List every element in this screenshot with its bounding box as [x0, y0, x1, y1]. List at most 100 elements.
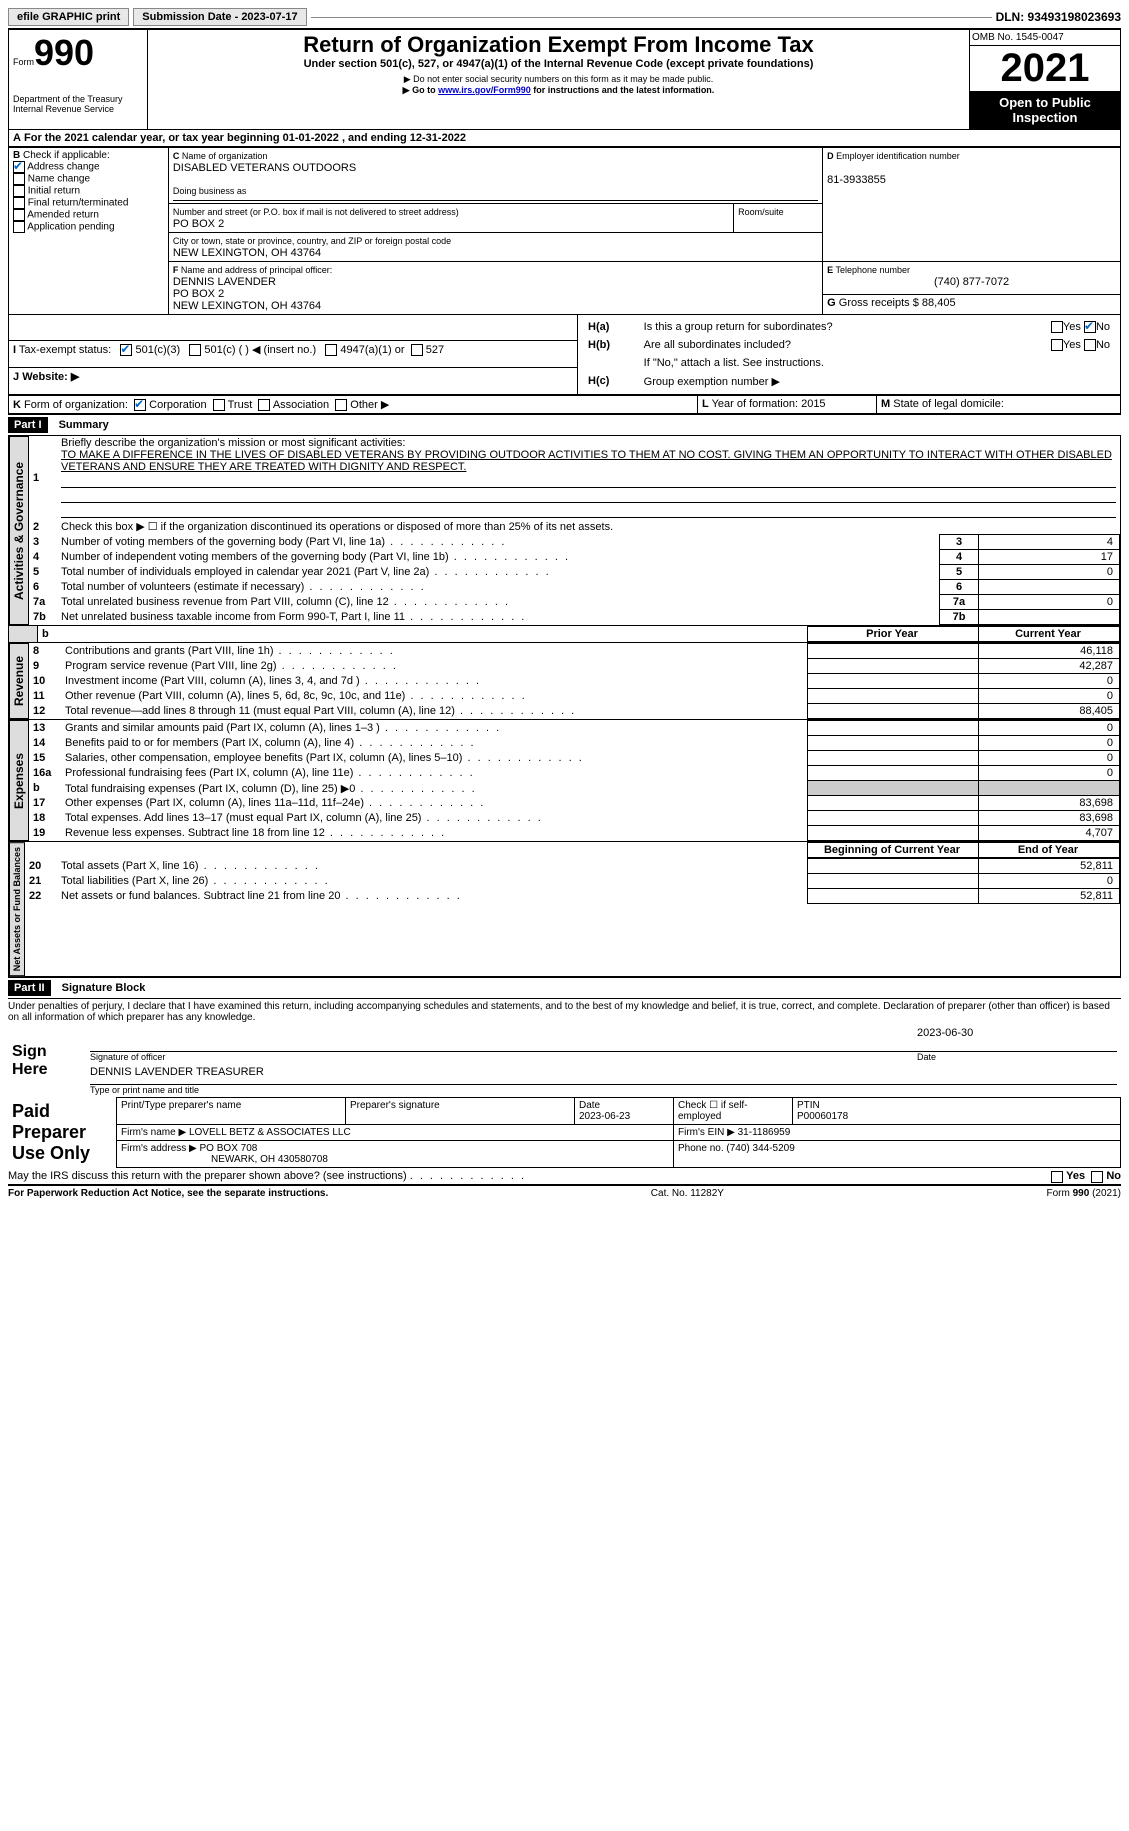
calendar-year-line: A For the 2021 calendar year, or tax yea…: [8, 130, 1121, 147]
website-label: Website: ▶: [22, 371, 79, 383]
street-value: PO BOX 2: [173, 218, 224, 230]
gross-receipts-value: 88,405: [922, 297, 956, 309]
officer-type-label: Type or print name and title: [90, 1085, 1117, 1095]
line1-label: Briefly describe the organization's miss…: [61, 437, 405, 449]
prep-date: 2023-06-23: [579, 1111, 630, 1122]
state-domicile-label: State of legal domicile:: [893, 398, 1004, 410]
final-return-checkbox[interactable]: [13, 197, 25, 209]
corp-checkbox[interactable]: [134, 399, 146, 411]
line2-text: Check this box ▶ ☐ if the organization d…: [57, 519, 1120, 534]
omb-number: OMB No. 1545-0047: [970, 30, 1120, 46]
hb-yes-checkbox[interactable]: [1051, 339, 1063, 351]
city-label: City or town, state or province, country…: [173, 236, 451, 246]
initial-return-checkbox[interactable]: [13, 185, 25, 197]
open-inspection: Open to Public Inspection: [970, 91, 1120, 129]
sig-officer-label: Signature of officer: [90, 1052, 909, 1062]
submission-date: Submission Date - 2023-07-17: [133, 8, 306, 26]
room-label: Room/suite: [738, 207, 784, 217]
org-name-label: Name of organization: [182, 151, 268, 161]
assoc-checkbox[interactable]: [258, 399, 270, 411]
527-checkbox[interactable]: [411, 344, 423, 356]
dept-treasury: Department of the Treasury: [13, 94, 143, 104]
sig-date: 2023-06-30: [909, 1027, 1117, 1052]
address-change-checkbox[interactable]: [13, 161, 25, 173]
501c-checkbox[interactable]: [189, 344, 201, 356]
part2-title: Signature Block: [62, 982, 146, 994]
firm-phone: (740) 344-5209: [726, 1143, 794, 1154]
firm-name-label: Firm's name ▶: [121, 1127, 186, 1138]
ha-yes-checkbox[interactable]: [1051, 321, 1063, 333]
mission-text: TO MAKE A DIFFERENCE IN THE LIVES OF DIS…: [61, 449, 1112, 473]
form-org-label: Form of organization:: [24, 399, 128, 411]
phone-label: Telephone number: [836, 265, 911, 275]
expenses-tab: Expenses: [9, 720, 29, 841]
part1-header: Part I: [8, 417, 48, 433]
hc-label: Group exemption number ▶: [640, 373, 1114, 390]
firm-name: LOVELL BETZ & ASSOCIATES LLC: [189, 1127, 351, 1138]
ssn-note: ▶ Do not enter social security numbers o…: [152, 74, 965, 85]
activities-tab: Activities & Governance: [9, 436, 29, 625]
declaration-text: Under penalties of perjury, I declare th…: [8, 999, 1121, 1025]
name-change-checkbox[interactable]: [13, 173, 25, 185]
goto-note: ▶ Go to www.irs.gov/Form990 for instruct…: [152, 85, 965, 96]
net-assets-tab: Net Assets or Fund Balances: [9, 842, 25, 976]
4947-checkbox[interactable]: [325, 344, 337, 356]
efile-print-button[interactable]: efile GRAPHIC print: [8, 8, 129, 26]
dba-label: Doing business as: [173, 186, 818, 201]
officer-printed-name: DENNIS LAVENDER TREASURER: [90, 1062, 1117, 1085]
officer-city: NEW LEXINGTON, OH 43764: [173, 300, 321, 312]
amended-return-checkbox[interactable]: [13, 209, 25, 221]
year-formation-label: Year of formation:: [712, 398, 798, 410]
part1-title: Summary: [59, 419, 109, 431]
top-toolbar: efile GRAPHIC print Submission Date - 20…: [8, 8, 1121, 29]
revenue-tab: Revenue: [9, 643, 29, 719]
tax-year: 2021: [970, 46, 1120, 91]
firm-phone-label: Phone no.: [678, 1143, 724, 1154]
officer-label: Name and address of principal officer:: [181, 265, 332, 275]
officer-name: DENNIS LAVENDER: [173, 276, 276, 288]
form-footer: Form 990 (2021): [1047, 1188, 1121, 1199]
sign-here-label: Sign Here: [8, 1025, 86, 1097]
phone-value: (740) 877-7072: [827, 276, 1116, 288]
form-number: 990: [34, 32, 94, 73]
hb-no-checkbox[interactable]: [1084, 339, 1096, 351]
form-title: Return of Organization Exempt From Incom…: [152, 32, 965, 58]
discuss-yes-checkbox[interactable]: [1051, 1171, 1063, 1183]
paperwork-notice: For Paperwork Reduction Act Notice, see …: [8, 1188, 328, 1199]
firm-addr2: NEWARK, OH 430580708: [211, 1154, 328, 1165]
firm-ein: 31-1186959: [738, 1127, 791, 1138]
prior-year-header: Prior Year: [808, 627, 979, 642]
dln-label: DLN: 93493198023693: [996, 10, 1121, 24]
begin-year-header: Beginning of Current Year: [808, 843, 979, 858]
tax-exempt-label: Tax-exempt status:: [19, 344, 111, 356]
form-subtitle: Under section 501(c), 527, or 4947(a)(1)…: [152, 58, 965, 70]
firm-ein-label: Firm's EIN ▶: [678, 1127, 735, 1138]
ein-value: 81-3933855: [827, 174, 886, 186]
irs-label: Internal Revenue Service: [13, 104, 143, 114]
street-label: Number and street (or P.O. box if mail i…: [173, 207, 459, 217]
trust-checkbox[interactable]: [213, 399, 225, 411]
org-name: DISABLED VETERANS OUTDOORS: [173, 162, 356, 174]
prep-name-label: Print/Type preparer's name: [121, 1100, 241, 1111]
irs-link[interactable]: www.irs.gov/Form990: [438, 85, 531, 95]
paid-preparer-label: Paid Preparer Use Only: [8, 1097, 116, 1168]
hb-label: Are all subordinates included?: [640, 337, 992, 353]
ptin-label: PTIN: [797, 1100, 820, 1111]
year-formation-value: 2015: [801, 398, 825, 410]
firm-addr1: PO BOX 708: [200, 1143, 258, 1154]
ha-label: Is this a group return for subordinates?: [640, 319, 992, 335]
ein-label: Employer identification number: [836, 151, 960, 161]
501c3-checkbox[interactable]: [120, 344, 132, 356]
ha-no-checkbox[interactable]: [1084, 321, 1096, 333]
form-prefix: Form: [13, 57, 34, 67]
check-if-applicable: Check if applicable:: [23, 150, 110, 161]
discuss-no-checkbox[interactable]: [1091, 1171, 1103, 1183]
may-irs-discuss: May the IRS discuss this return with the…: [8, 1170, 407, 1182]
end-year-header: End of Year: [979, 843, 1120, 858]
prep-sig-label: Preparer's signature: [350, 1100, 440, 1111]
application-pending-checkbox[interactable]: [13, 221, 25, 233]
self-employed-check[interactable]: Check ☐ if self-employed: [674, 1098, 793, 1125]
ptin-value: P00060178: [797, 1111, 848, 1122]
other-checkbox[interactable]: [335, 399, 347, 411]
hb-note: If "No," attach a list. See instructions…: [640, 355, 1114, 371]
